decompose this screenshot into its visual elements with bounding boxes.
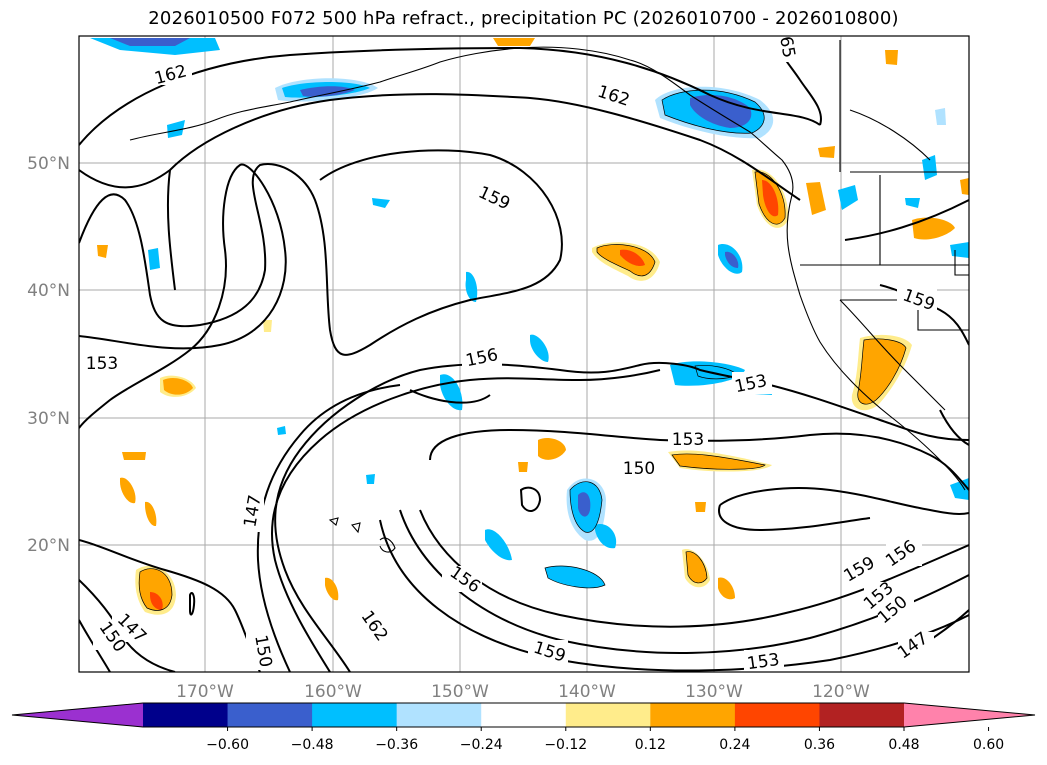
lat-label-40n: 40°N	[27, 281, 70, 301]
colorbar: −0.60 −0.48 −0.36 −0.24 −0.12 0.12 0.24 0.36 0.4…	[11, 702, 1036, 753]
colorbar-segment	[143, 703, 229, 727]
lon-label-150w: 150°W	[431, 682, 489, 702]
lon-label-130w: 130°W	[685, 682, 743, 702]
colorbar-tick-label: 0.24	[719, 737, 750, 753]
lat-label-30n: 30°N	[27, 409, 70, 429]
colorbar-segment	[819, 703, 905, 727]
map-title: 2026010500 F072 500 hPa refract., precip…	[148, 8, 899, 29]
colorbar-tick-label: 0.60	[973, 737, 1004, 753]
precip-positive-shading	[97, 38, 969, 615]
colorbar-tick-label: 0.12	[635, 737, 666, 753]
lon-label-120w: 120°W	[812, 682, 870, 702]
colorbar-segment	[565, 703, 651, 727]
contour-label: 153	[672, 430, 704, 450]
colorbar-tick-label: 0.36	[804, 737, 835, 753]
contour-label: 150	[623, 459, 655, 479]
contour-label-backgrounds	[82, 36, 937, 672]
map-frame	[78, 35, 970, 673]
colorbar-segment	[650, 703, 736, 727]
colorbar-segment	[396, 703, 482, 727]
contour-label: 65	[775, 35, 798, 60]
colorbar-segment	[734, 703, 820, 727]
colorbar-tick-label: −0.12	[544, 737, 587, 753]
colorbar-tick-label: −0.48	[291, 737, 334, 753]
colorbar-tick-label: −0.24	[460, 737, 503, 753]
colorbar-extend-high	[904, 703, 1035, 727]
lon-label-170w: 170°W	[176, 682, 234, 702]
colorbar-segment	[227, 703, 313, 727]
colorbar-outline	[11, 702, 1036, 728]
lon-label-160w: 160°W	[304, 682, 362, 702]
colorbar-tick-label: 0.48	[888, 737, 919, 753]
colorbar-segment	[481, 703, 567, 727]
colorbar-segment	[312, 703, 398, 727]
contour-label: 153	[746, 650, 781, 674]
lat-label-50n: 50°N	[27, 154, 70, 174]
colorbar-tick-label: −0.60	[206, 737, 249, 753]
contour-label: 153	[86, 354, 118, 374]
colorbar-extend-low	[12, 703, 143, 727]
lat-label-20n: 20°N	[27, 536, 70, 556]
colorbar-tick-label: −0.36	[375, 737, 418, 753]
lon-label-140w: 140°W	[558, 682, 616, 702]
map-area	[79, 36, 969, 672]
